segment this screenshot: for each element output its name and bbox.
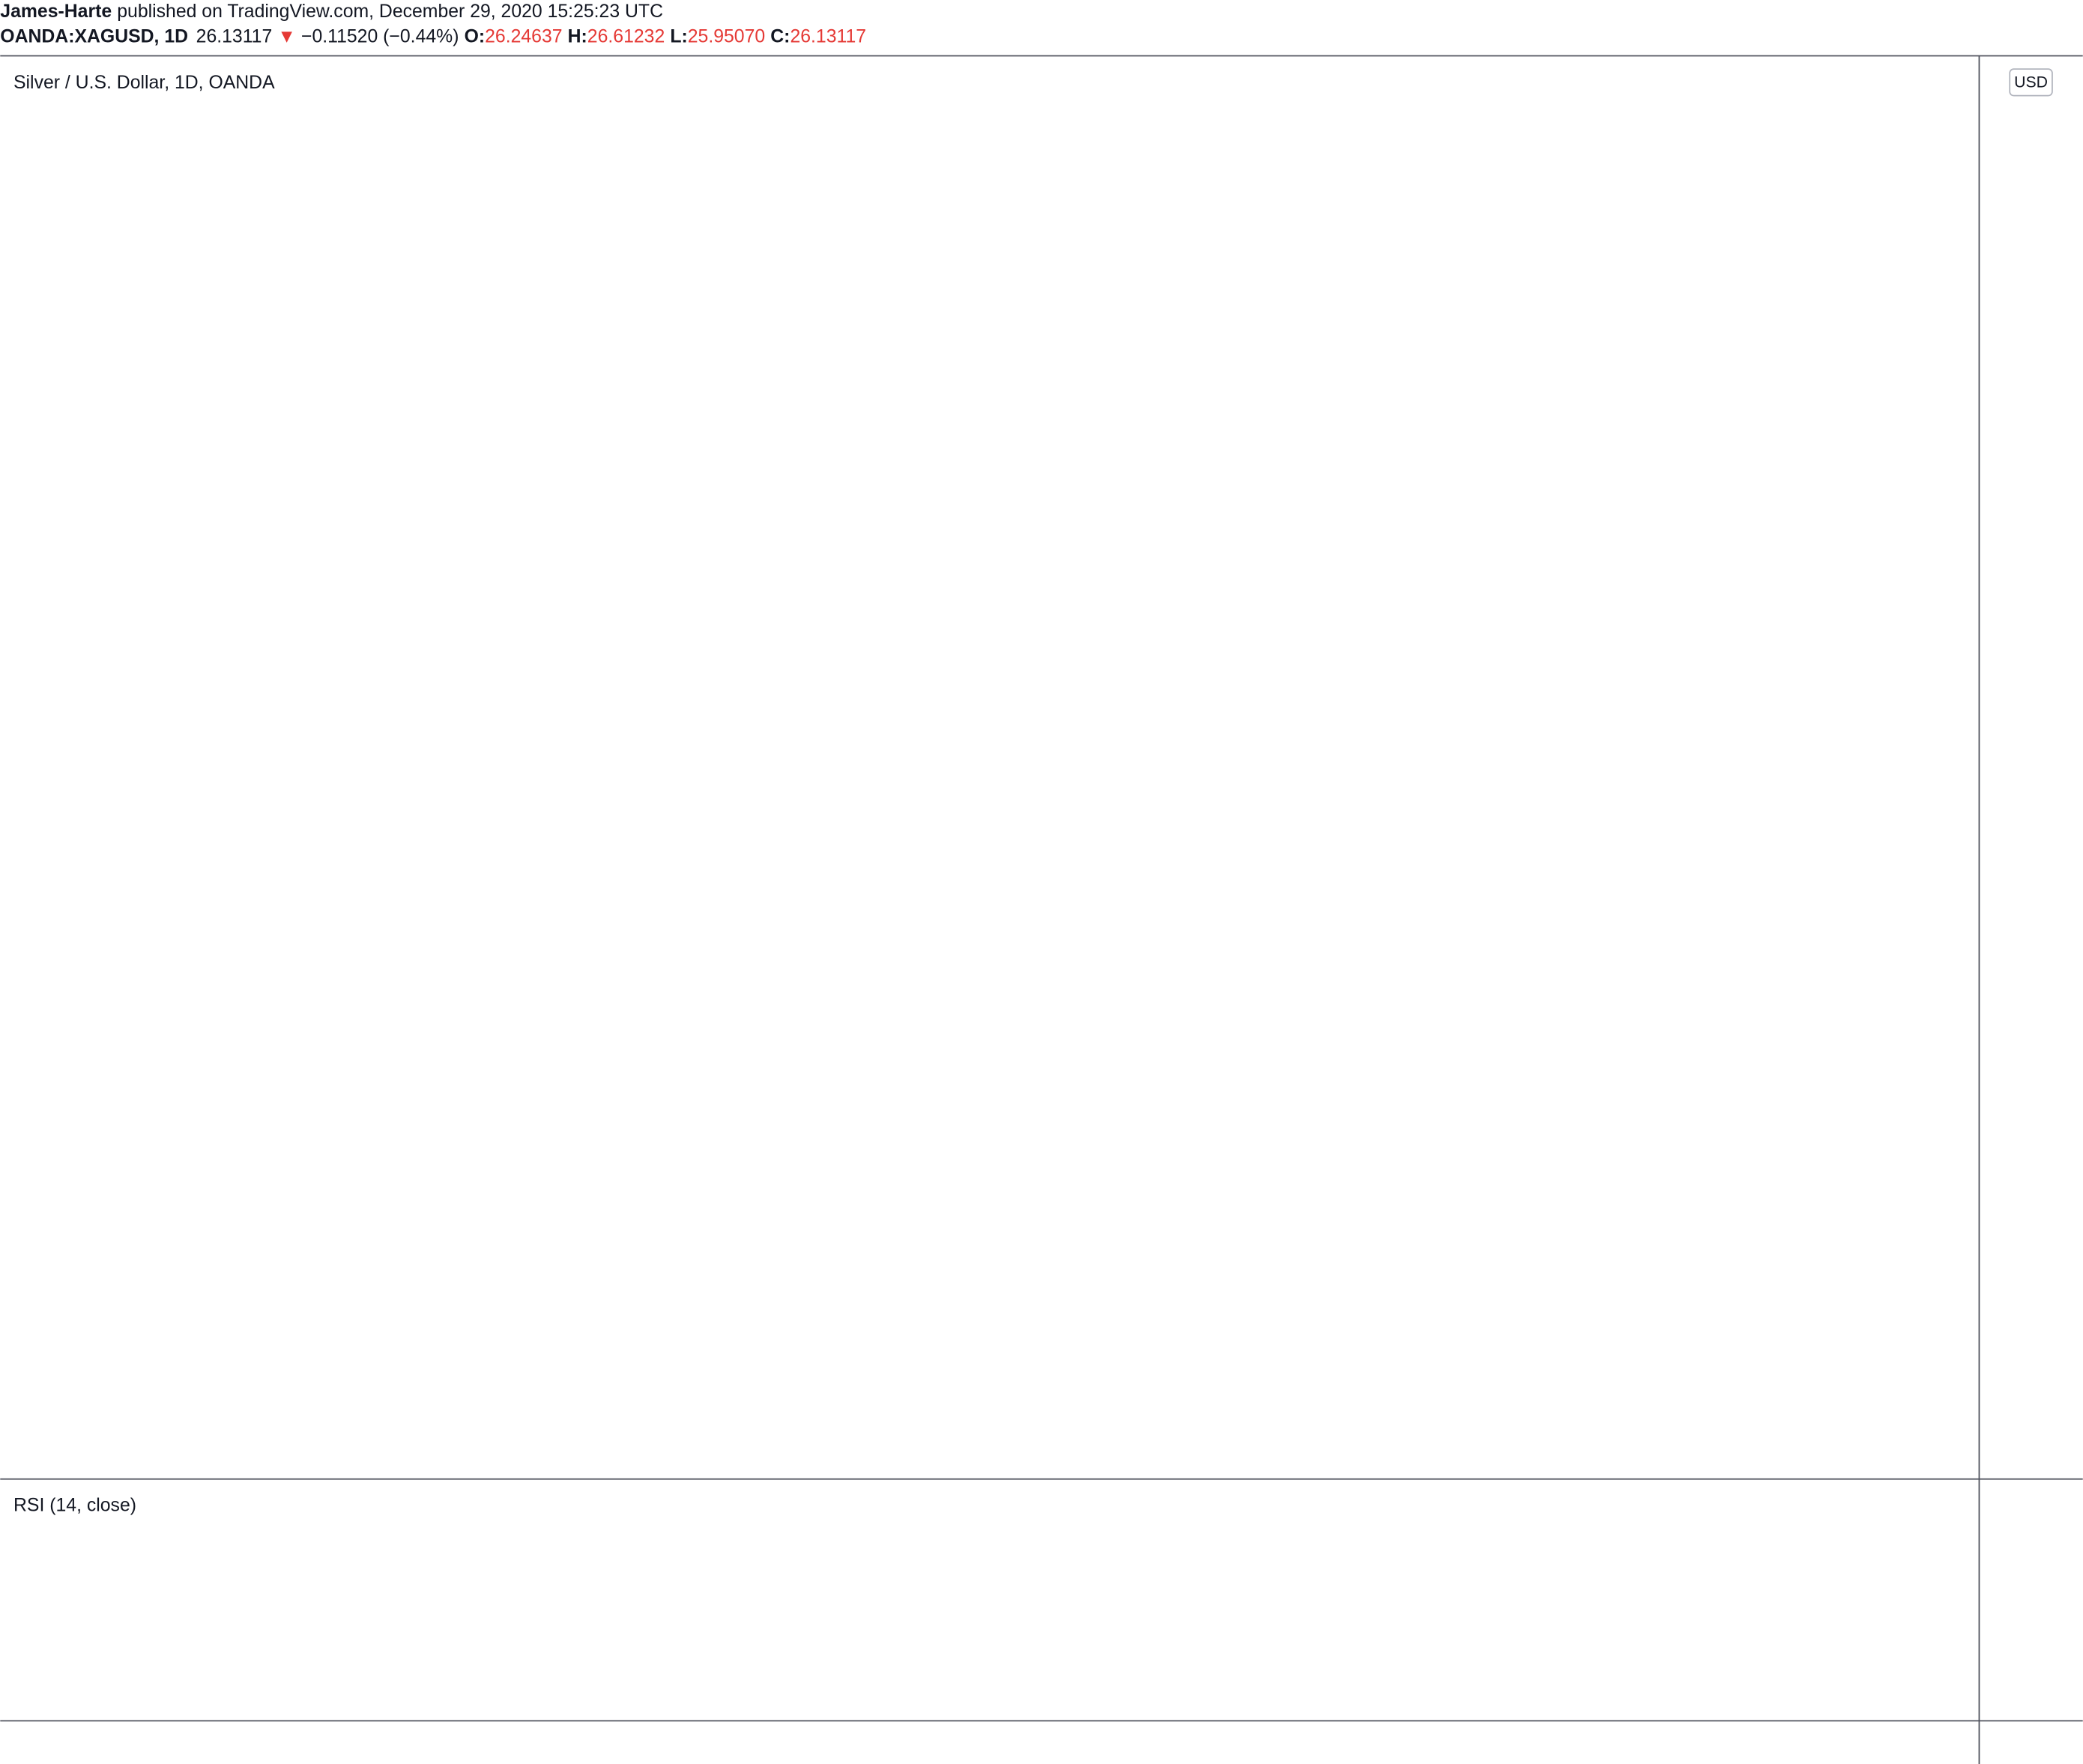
rsi-title: RSI (14, close) bbox=[13, 1496, 136, 1516]
ohlc-value: 25.95070 bbox=[688, 26, 765, 46]
published: published on TradingView.com, December 2… bbox=[117, 1, 663, 22]
ohlc-value: 26.24637 bbox=[485, 26, 562, 46]
header-line-2: OANDA:XAGUSD, 1D 26.13117 ▼ −0.11520 (−0.44… bbox=[0, 26, 866, 46]
change: −0.11520 (−0.44%) bbox=[301, 26, 459, 46]
ohlc-key: O: bbox=[465, 26, 486, 46]
author: James-Harte bbox=[0, 1, 112, 22]
ohlc-value: 26.61232 bbox=[587, 26, 665, 46]
symbol: OANDA:XAGUSD, 1D bbox=[0, 26, 188, 46]
ohlc-value: 26.13117 bbox=[790, 26, 866, 46]
price: 26.13117 bbox=[196, 26, 273, 46]
ohlc-key: H: bbox=[568, 26, 587, 46]
chart-title: Silver / U.S. Dollar, 1D, OANDA bbox=[13, 73, 275, 93]
currency: USD bbox=[2014, 73, 2048, 91]
currency-box bbox=[2009, 68, 2053, 97]
ohlc-key: L: bbox=[670, 26, 687, 46]
ohlc-key: C: bbox=[770, 26, 790, 46]
change-arrow: ▼ bbox=[277, 26, 296, 46]
header-line-1: James-Harte published on TradingView.com,… bbox=[0, 1, 663, 22]
